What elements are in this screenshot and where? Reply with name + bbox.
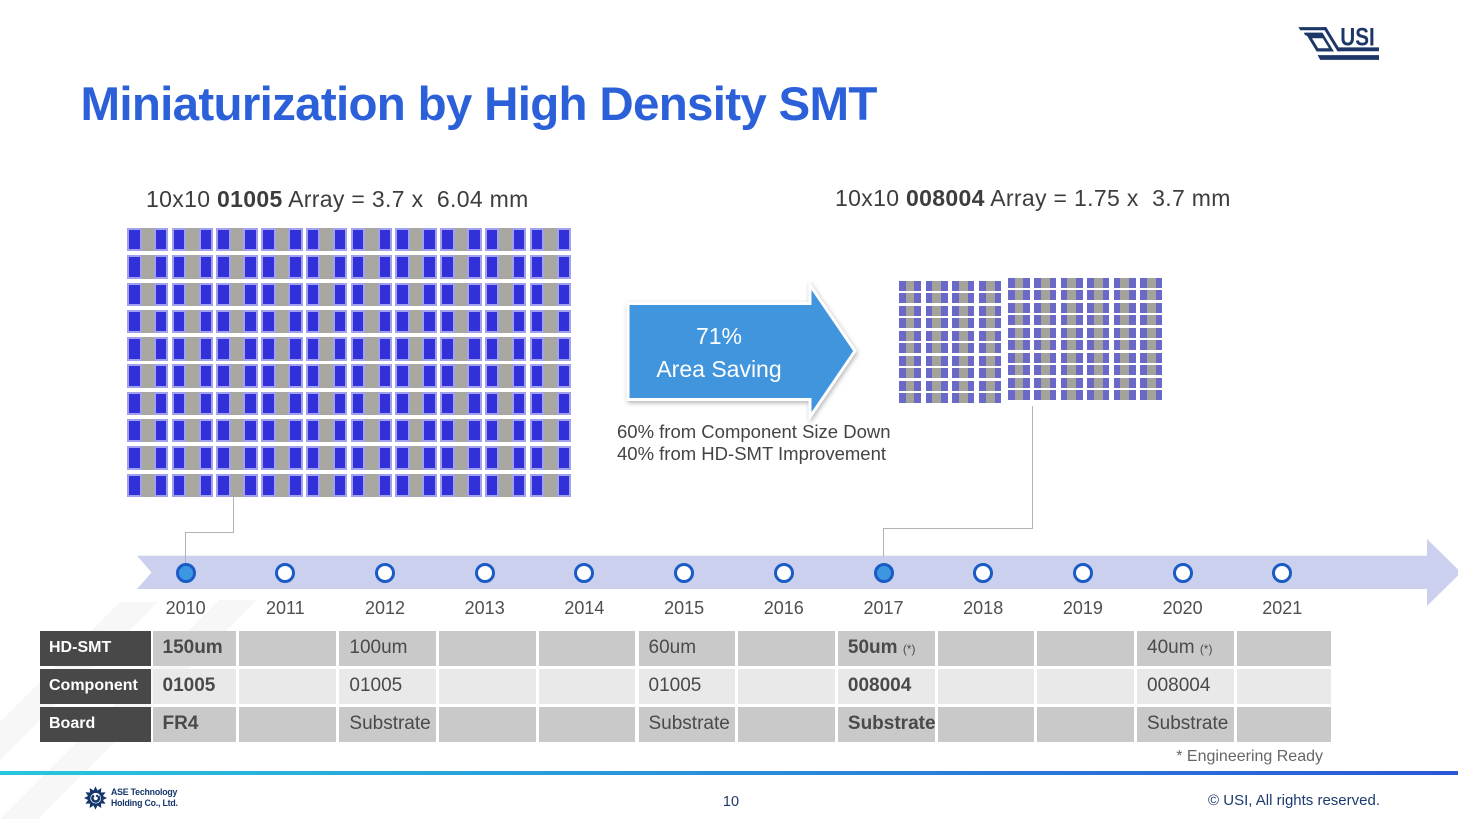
svg-text:USI: USI — [1340, 25, 1375, 52]
